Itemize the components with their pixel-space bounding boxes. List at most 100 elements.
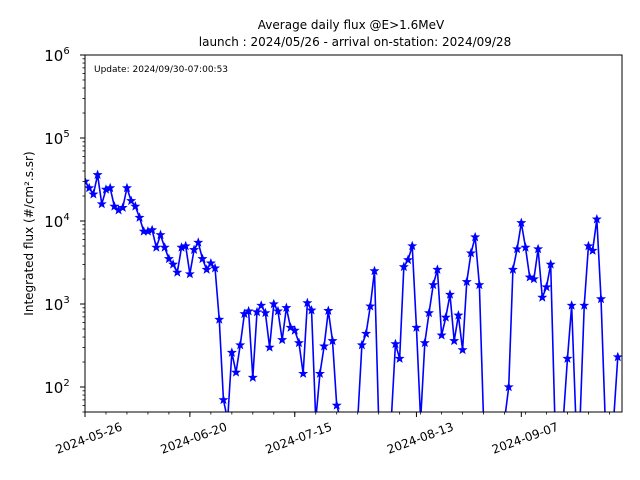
y-axis-label: Integrated flux (#/cm².s.sr) (22, 151, 36, 315)
data-point (331, 400, 342, 410)
data-point (126, 195, 137, 206)
data-point (436, 330, 447, 340)
data-point (159, 242, 170, 252)
data-point (583, 240, 594, 251)
data-point (272, 305, 283, 316)
data-point (474, 279, 485, 290)
data-point (306, 305, 317, 315)
data-point (524, 272, 535, 282)
x-tick-label: 2024-08-13 (385, 420, 455, 457)
data-point (92, 169, 103, 180)
data-point (121, 182, 132, 193)
data-point (398, 261, 409, 272)
data-point (512, 243, 523, 254)
data-point (210, 262, 221, 273)
plot-area (85, 55, 622, 412)
x-tick-label: 2024-09-07 (490, 420, 560, 457)
data-point (214, 314, 225, 324)
data-point (327, 335, 338, 346)
x-tick-label: 2024-06-20 (159, 420, 229, 457)
data-point (419, 337, 430, 348)
data-point (96, 198, 107, 209)
data-point (231, 367, 242, 377)
data-point (541, 281, 552, 292)
data-point (314, 368, 325, 378)
y-tick-label: 103 (44, 295, 69, 314)
data-point (449, 335, 460, 346)
data-point (85, 176, 90, 186)
data-point (247, 372, 258, 382)
data-point (596, 293, 607, 304)
data-point (184, 268, 195, 279)
data-point (235, 339, 246, 350)
data-point (361, 328, 372, 338)
data-point (163, 253, 174, 264)
data-point (155, 229, 166, 240)
data-point (453, 310, 464, 320)
data-point (264, 342, 275, 352)
chart-title-line2: launch : 2024/05/26 - arrival on-station… (199, 35, 511, 49)
data-point (369, 265, 380, 276)
data-point (365, 300, 376, 311)
data-point (117, 202, 128, 212)
update-annotation: Update: 2024/09/30-07:00:53 (94, 65, 228, 75)
data-point (407, 240, 418, 251)
data-point (516, 217, 527, 228)
data-point (390, 338, 401, 349)
data-point (537, 292, 548, 302)
data-point (503, 381, 514, 392)
data-point (566, 300, 577, 310)
data-point (172, 267, 183, 277)
data-point (105, 182, 116, 193)
data-point (612, 351, 622, 362)
data-point (243, 305, 254, 316)
data-point (457, 344, 468, 355)
data-point (197, 253, 208, 264)
data-point (545, 259, 556, 269)
data-point (268, 298, 279, 309)
x-tick-label: 2024-05-26 (54, 420, 124, 457)
data-point (461, 276, 472, 287)
data-point (302, 297, 313, 308)
plot-frame (84, 54, 623, 413)
y-tick-label: 102 (44, 378, 69, 397)
data-point (85, 182, 95, 193)
data-point (134, 212, 145, 222)
data-point (193, 237, 204, 247)
data-point (533, 243, 544, 254)
data-point (323, 305, 334, 315)
chart-title-line1: Average daily flux @E>1.6MeV (258, 18, 445, 32)
y-tick-label: 105 (44, 129, 69, 148)
x-tick-label: 2024-07-15 (263, 420, 333, 457)
data-point (428, 279, 439, 290)
data-point (507, 264, 518, 274)
data-point (591, 213, 602, 224)
data-point (277, 334, 288, 345)
data-point (289, 325, 300, 335)
data-point (226, 347, 237, 357)
data-point (109, 201, 120, 211)
y-tick-label: 106 (44, 46, 69, 65)
data-point (579, 300, 590, 310)
data-point (562, 353, 573, 363)
data-point (587, 245, 598, 255)
data-point (356, 339, 367, 350)
data-point (465, 247, 476, 258)
data-point (151, 242, 162, 252)
data-point (394, 353, 405, 363)
data-point (298, 368, 309, 378)
data-point (180, 240, 191, 251)
data-point (189, 244, 200, 255)
data-point (293, 337, 304, 348)
data-point (403, 254, 414, 265)
data-point (444, 289, 455, 299)
data-point (205, 257, 216, 268)
data-point (411, 322, 422, 332)
data-point (168, 259, 179, 269)
data-point (424, 307, 435, 318)
data-point (130, 201, 141, 211)
data-point (528, 273, 539, 284)
data-point (520, 242, 531, 252)
data-point (218, 394, 229, 405)
